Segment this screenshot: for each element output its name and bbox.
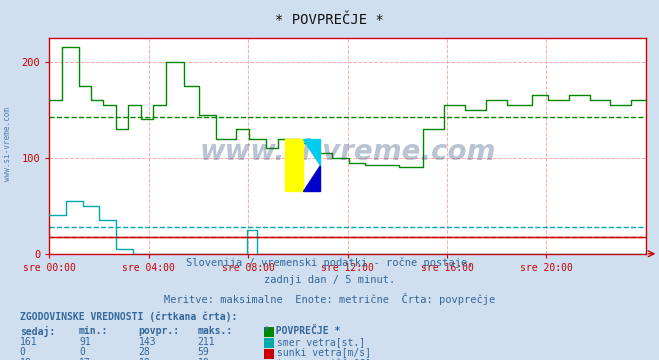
Text: povpr.:: povpr.:	[138, 326, 179, 336]
Text: 18: 18	[138, 358, 150, 360]
Text: 0: 0	[79, 347, 85, 357]
Text: smer vetra[st.]: smer vetra[st.]	[277, 337, 365, 347]
Text: 143: 143	[138, 337, 156, 347]
Text: 161: 161	[20, 337, 38, 347]
Text: * POVPREČJE *: * POVPREČJE *	[275, 13, 384, 27]
Text: 91: 91	[79, 337, 91, 347]
Text: 28: 28	[138, 347, 150, 357]
Text: sunki vetra[m/s]: sunki vetra[m/s]	[277, 347, 371, 357]
Text: zadnji dan / 5 minut.: zadnji dan / 5 minut.	[264, 275, 395, 285]
Text: 211: 211	[198, 337, 215, 347]
Text: ZGODOVINSKE VREDNOSTI (črtkana črta):: ZGODOVINSKE VREDNOSTI (črtkana črta):	[20, 311, 237, 322]
Text: 19: 19	[198, 358, 210, 360]
Text: 59: 59	[198, 347, 210, 357]
Polygon shape	[303, 139, 320, 165]
Text: * POVPREČJE *: * POVPREČJE *	[264, 326, 340, 336]
Text: temp. rosišča[C]: temp. rosišča[C]	[277, 358, 371, 360]
Text: 18: 18	[20, 358, 32, 360]
Text: www.si-vreme.com: www.si-vreme.com	[3, 107, 13, 181]
Text: Slovenija / vremenski podatki - ročne postaje.: Slovenija / vremenski podatki - ročne po…	[186, 257, 473, 268]
Text: 17: 17	[79, 358, 91, 360]
Text: sedaj:: sedaj:	[20, 326, 55, 337]
Text: maks.:: maks.:	[198, 326, 233, 336]
Text: Meritve: maksimalne  Enote: metrične  Črta: povprečje: Meritve: maksimalne Enote: metrične Črta…	[164, 293, 495, 305]
Text: www.si-vreme.com: www.si-vreme.com	[200, 138, 496, 166]
Text: 0: 0	[20, 347, 26, 357]
Text: min.:: min.:	[79, 326, 109, 336]
Bar	[285, 139, 303, 192]
Polygon shape	[303, 165, 320, 192]
